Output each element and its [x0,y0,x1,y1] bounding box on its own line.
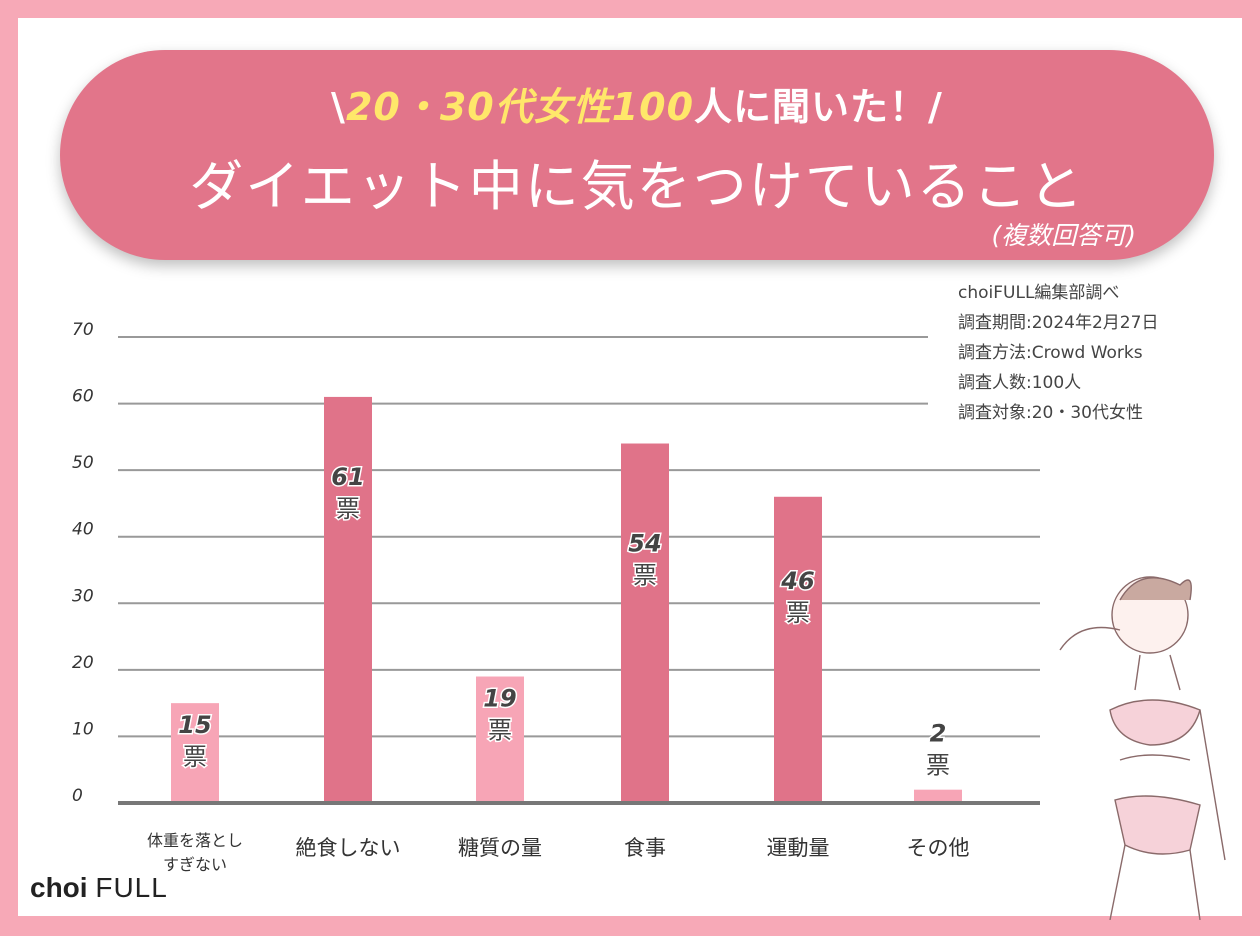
data-label: 46 [780,567,814,595]
y-tick-label: 50 [72,453,94,473]
data-label: 2 [930,720,947,748]
x-tick-label: 絶食しない [296,836,401,860]
data-label: 15 [178,711,211,739]
woman-illustration [1059,576,1226,920]
y-tick-label: 70 [72,320,94,340]
y-tick-label: 0 [72,786,83,806]
data-label: 54 [628,530,661,558]
title-banner: \20・30代女性100人に聞いた！/ ダイエット中に気をつけていること (複数… [60,50,1214,260]
data-unit-label: 票 [633,562,657,590]
sub-prefix: \ [331,85,346,129]
choifull-logo: choi FULL [30,872,168,904]
data-unit-label: 票 [786,599,810,627]
data-unit-label: 票 [488,717,512,745]
logo-brand: choi [30,872,88,903]
logo-brand-full: FULL [95,872,168,903]
data-unit-label: 票 [336,495,360,523]
data-unit-label: 票 [183,743,207,771]
survey-target: 調査対象:20・30代女性 [958,403,1143,423]
x-tick-label: すぎない [163,855,227,874]
data-unit-label: 票 [926,752,950,780]
survey-info: choiFULL編集部調べ 調査期間:2024年2月27日 調査方法:Crowd… [958,278,1158,428]
banner-subtitle: \20・30代女性100人に聞いた！/ [60,76,1214,131]
sub-mid: 代女性 [494,85,612,129]
y-tick-label: 10 [72,719,94,739]
y-tick-label: 40 [72,520,94,540]
survey-count: 調査人数:100人 [958,373,1082,393]
bar [621,443,669,801]
y-tick-label: 30 [72,586,94,606]
survey-method: 調査方法:Crowd Works [958,343,1143,363]
sub-highlight-age: 20・30 [345,85,495,129]
sub-highlight-count: 100 [611,85,695,129]
bar [171,703,219,801]
x-tick-label: 糖質の量 [458,836,542,860]
banner-title: ダイエット中に気をつけていること [189,155,1085,218]
sub-suffix: 人に聞いた！/ [694,85,943,129]
x-tick-label: 体重を落とし [147,831,243,850]
x-tick-label: 食事 [624,836,666,860]
data-label: 19 [483,685,516,713]
y-tick-label: 60 [72,387,94,407]
data-label: 61 [331,463,364,491]
bar [914,789,962,801]
bar [324,396,372,801]
y-tick-label: 20 [72,653,94,673]
bar [774,496,822,801]
survey-period: 調査期間:2024年2月27日 [958,313,1159,333]
survey-source: choiFULL編集部調べ [958,283,1120,303]
bar [476,676,524,801]
multiple-answers-note: (複数回答可) [991,221,1136,250]
x-tick-label: 運動量 [767,836,830,860]
x-tick-label: その他 [907,836,970,860]
